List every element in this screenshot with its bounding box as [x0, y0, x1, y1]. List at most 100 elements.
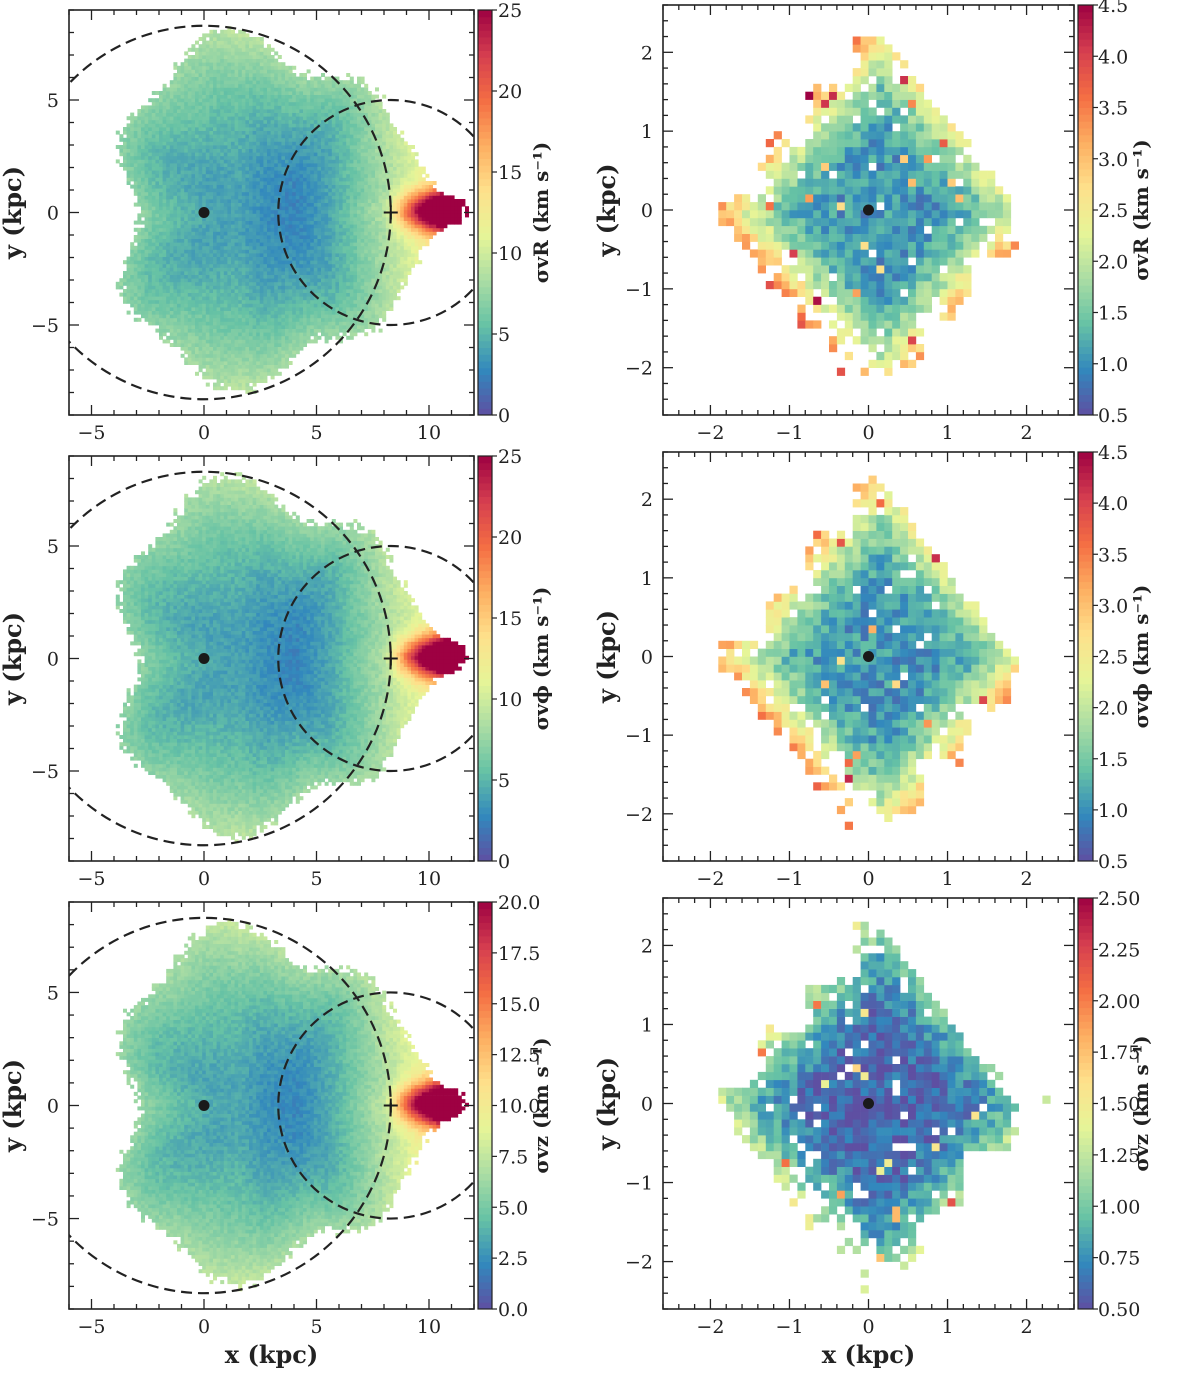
- colorbar-tick-label: 3.5: [1098, 98, 1128, 120]
- colorbar-segment: [478, 692, 492, 700]
- colorbar-segment: [478, 1207, 492, 1215]
- colorbar-segment: [1078, 52, 1093, 61]
- colorbar-segment: [478, 266, 492, 274]
- x-tick-label: 0: [862, 1316, 874, 1338]
- colorbar-segment: [478, 1003, 492, 1012]
- colorbar-segment: [478, 1288, 492, 1296]
- colorbar-segment: [478, 286, 492, 294]
- colorbar-segment: [478, 151, 492, 159]
- colorbar-tick-label: 15: [498, 608, 522, 630]
- panel-large-vz: −5 0 5 10 −5 0 5 y (kpc) x (kpc) 0.0 2.5 5.0 7.5 10.0…: [0, 892, 553, 1369]
- sun-marker: [383, 1098, 398, 1113]
- colorbar-segment: [478, 1010, 492, 1018]
- x-tick-label: 10: [417, 422, 441, 444]
- colorbar-segment: [1078, 608, 1093, 617]
- colorbar-segment: [1078, 1069, 1093, 1077]
- colorbar-segment: [478, 935, 492, 944]
- colorbar-segment: [478, 976, 492, 984]
- colorbar-segment: [478, 1268, 492, 1276]
- colorbar-tick-label: 4.0: [1098, 46, 1128, 68]
- colorbar-segment: [478, 604, 492, 612]
- y-tick-label: −5: [31, 1209, 59, 1231]
- y-tick-label: −1: [625, 1173, 653, 1195]
- colorbar-segment: [478, 1227, 492, 1235]
- colorbar-segment: [1078, 452, 1093, 460]
- colorbar-segment: [1078, 1199, 1093, 1207]
- colorbar-segment: [1078, 107, 1093, 115]
- colorbar-segment: [1078, 711, 1093, 719]
- colorbar-tick-label: 7.5: [498, 1146, 528, 1168]
- y-tick-label: 1: [641, 121, 653, 143]
- colorbar-segment: [478, 91, 492, 99]
- colorbar-segment: [1078, 121, 1093, 129]
- panel-large-vR: −5 0 5 10 −5 0 5 y (kpc) 0 5 10 15 20 25 σvR (km s⁻¹): [0, 0, 553, 444]
- galactic-center-marker: [198, 207, 210, 218]
- colorbar-segment: [1078, 93, 1093, 102]
- colorbar-segment: [1078, 458, 1093, 467]
- colorbar-segment: [478, 104, 492, 112]
- colorbar-segment: [1078, 799, 1093, 807]
- colorbar-segment: [1078, 32, 1093, 40]
- colorbar-segment: [1078, 1185, 1093, 1194]
- colorbar-segment: [1078, 731, 1093, 739]
- colorbar-segment: [1078, 622, 1093, 630]
- colorbar-segment: [1078, 676, 1093, 685]
- y-tick-label: 0: [641, 647, 653, 669]
- colorbar-segment: [1078, 670, 1093, 678]
- colorbar-segment: [1078, 18, 1093, 26]
- colorbar-segment: [1078, 305, 1093, 313]
- colorbar-segment: [1078, 738, 1093, 746]
- colorbar-segment: [478, 185, 492, 193]
- colorbar-tick-label: 1.25: [1098, 1145, 1140, 1167]
- colorbar-segment: [1078, 758, 1093, 767]
- colorbar-segment: [478, 1247, 492, 1256]
- colorbar-segment: [478, 543, 492, 551]
- colorbar-segment: [1078, 952, 1093, 961]
- colorbar-segment: [1078, 717, 1093, 726]
- colorbar-segment: [1078, 1137, 1093, 1146]
- colorbar-segment: [478, 367, 492, 375]
- colorbar-segment: [478, 584, 492, 592]
- colorbar-segment: [478, 30, 492, 38]
- heatmap-cells: [718, 921, 1051, 1294]
- colorbar-segment: [1078, 1165, 1093, 1173]
- colorbar-segment: [478, 685, 492, 693]
- colorbar-segment: [1078, 1028, 1093, 1036]
- colorbar-segment: [1078, 574, 1093, 583]
- colorbar-segment: [478, 1214, 492, 1222]
- y-tick-label: 0: [47, 203, 59, 225]
- colorbar-segment: [1078, 244, 1093, 252]
- y-tick-label: −2: [625, 358, 653, 380]
- colorbar-title: σvR (km s⁻¹): [529, 142, 553, 283]
- colorbar-tick-label: 0.5: [1098, 851, 1128, 873]
- y-axis-label: y (kpc): [592, 1057, 621, 1151]
- y-axis-label: y (kpc): [592, 163, 621, 257]
- x-tick-label: 10: [417, 868, 441, 890]
- colorbar-segment: [1078, 1178, 1093, 1187]
- galactic-center-marker: [863, 1098, 874, 1109]
- colorbar-segment: [1078, 114, 1093, 122]
- colorbar-segment: [1078, 826, 1093, 835]
- colorbar-segment: [478, 651, 492, 659]
- colorbar: 0 5 10 15 20 25 σvR (km s⁻¹): [477, 0, 553, 427]
- colorbar-segment: [1078, 285, 1093, 293]
- colorbar-tick-label: 2.00: [1098, 991, 1140, 1013]
- colorbar-segment: [1078, 1041, 1093, 1050]
- colorbar-title: σvR (km s⁻¹): [1129, 139, 1153, 280]
- colorbar-segment: [1078, 1048, 1093, 1057]
- colorbar-segment: [1078, 506, 1093, 514]
- colorbar-tick-label: 5.0: [498, 1197, 528, 1219]
- colorbar-segment: [1078, 1103, 1093, 1111]
- colorbar-tick-label: 0.75: [1098, 1248, 1140, 1270]
- y-tick-label: 2: [641, 42, 653, 64]
- colorbar-segment: [478, 807, 492, 815]
- colorbar-segment: [478, 1105, 492, 1113]
- colorbar-segment: [478, 374, 492, 382]
- colorbar-segment: [478, 746, 492, 754]
- colorbar-segment: [478, 564, 492, 572]
- colorbar-segment: [478, 699, 492, 707]
- colorbar-segment: [478, 239, 492, 247]
- colorbar-segment: [478, 64, 492, 72]
- colorbar-tick-label: 2.0: [1098, 251, 1128, 273]
- colorbar-segment: [478, 847, 492, 855]
